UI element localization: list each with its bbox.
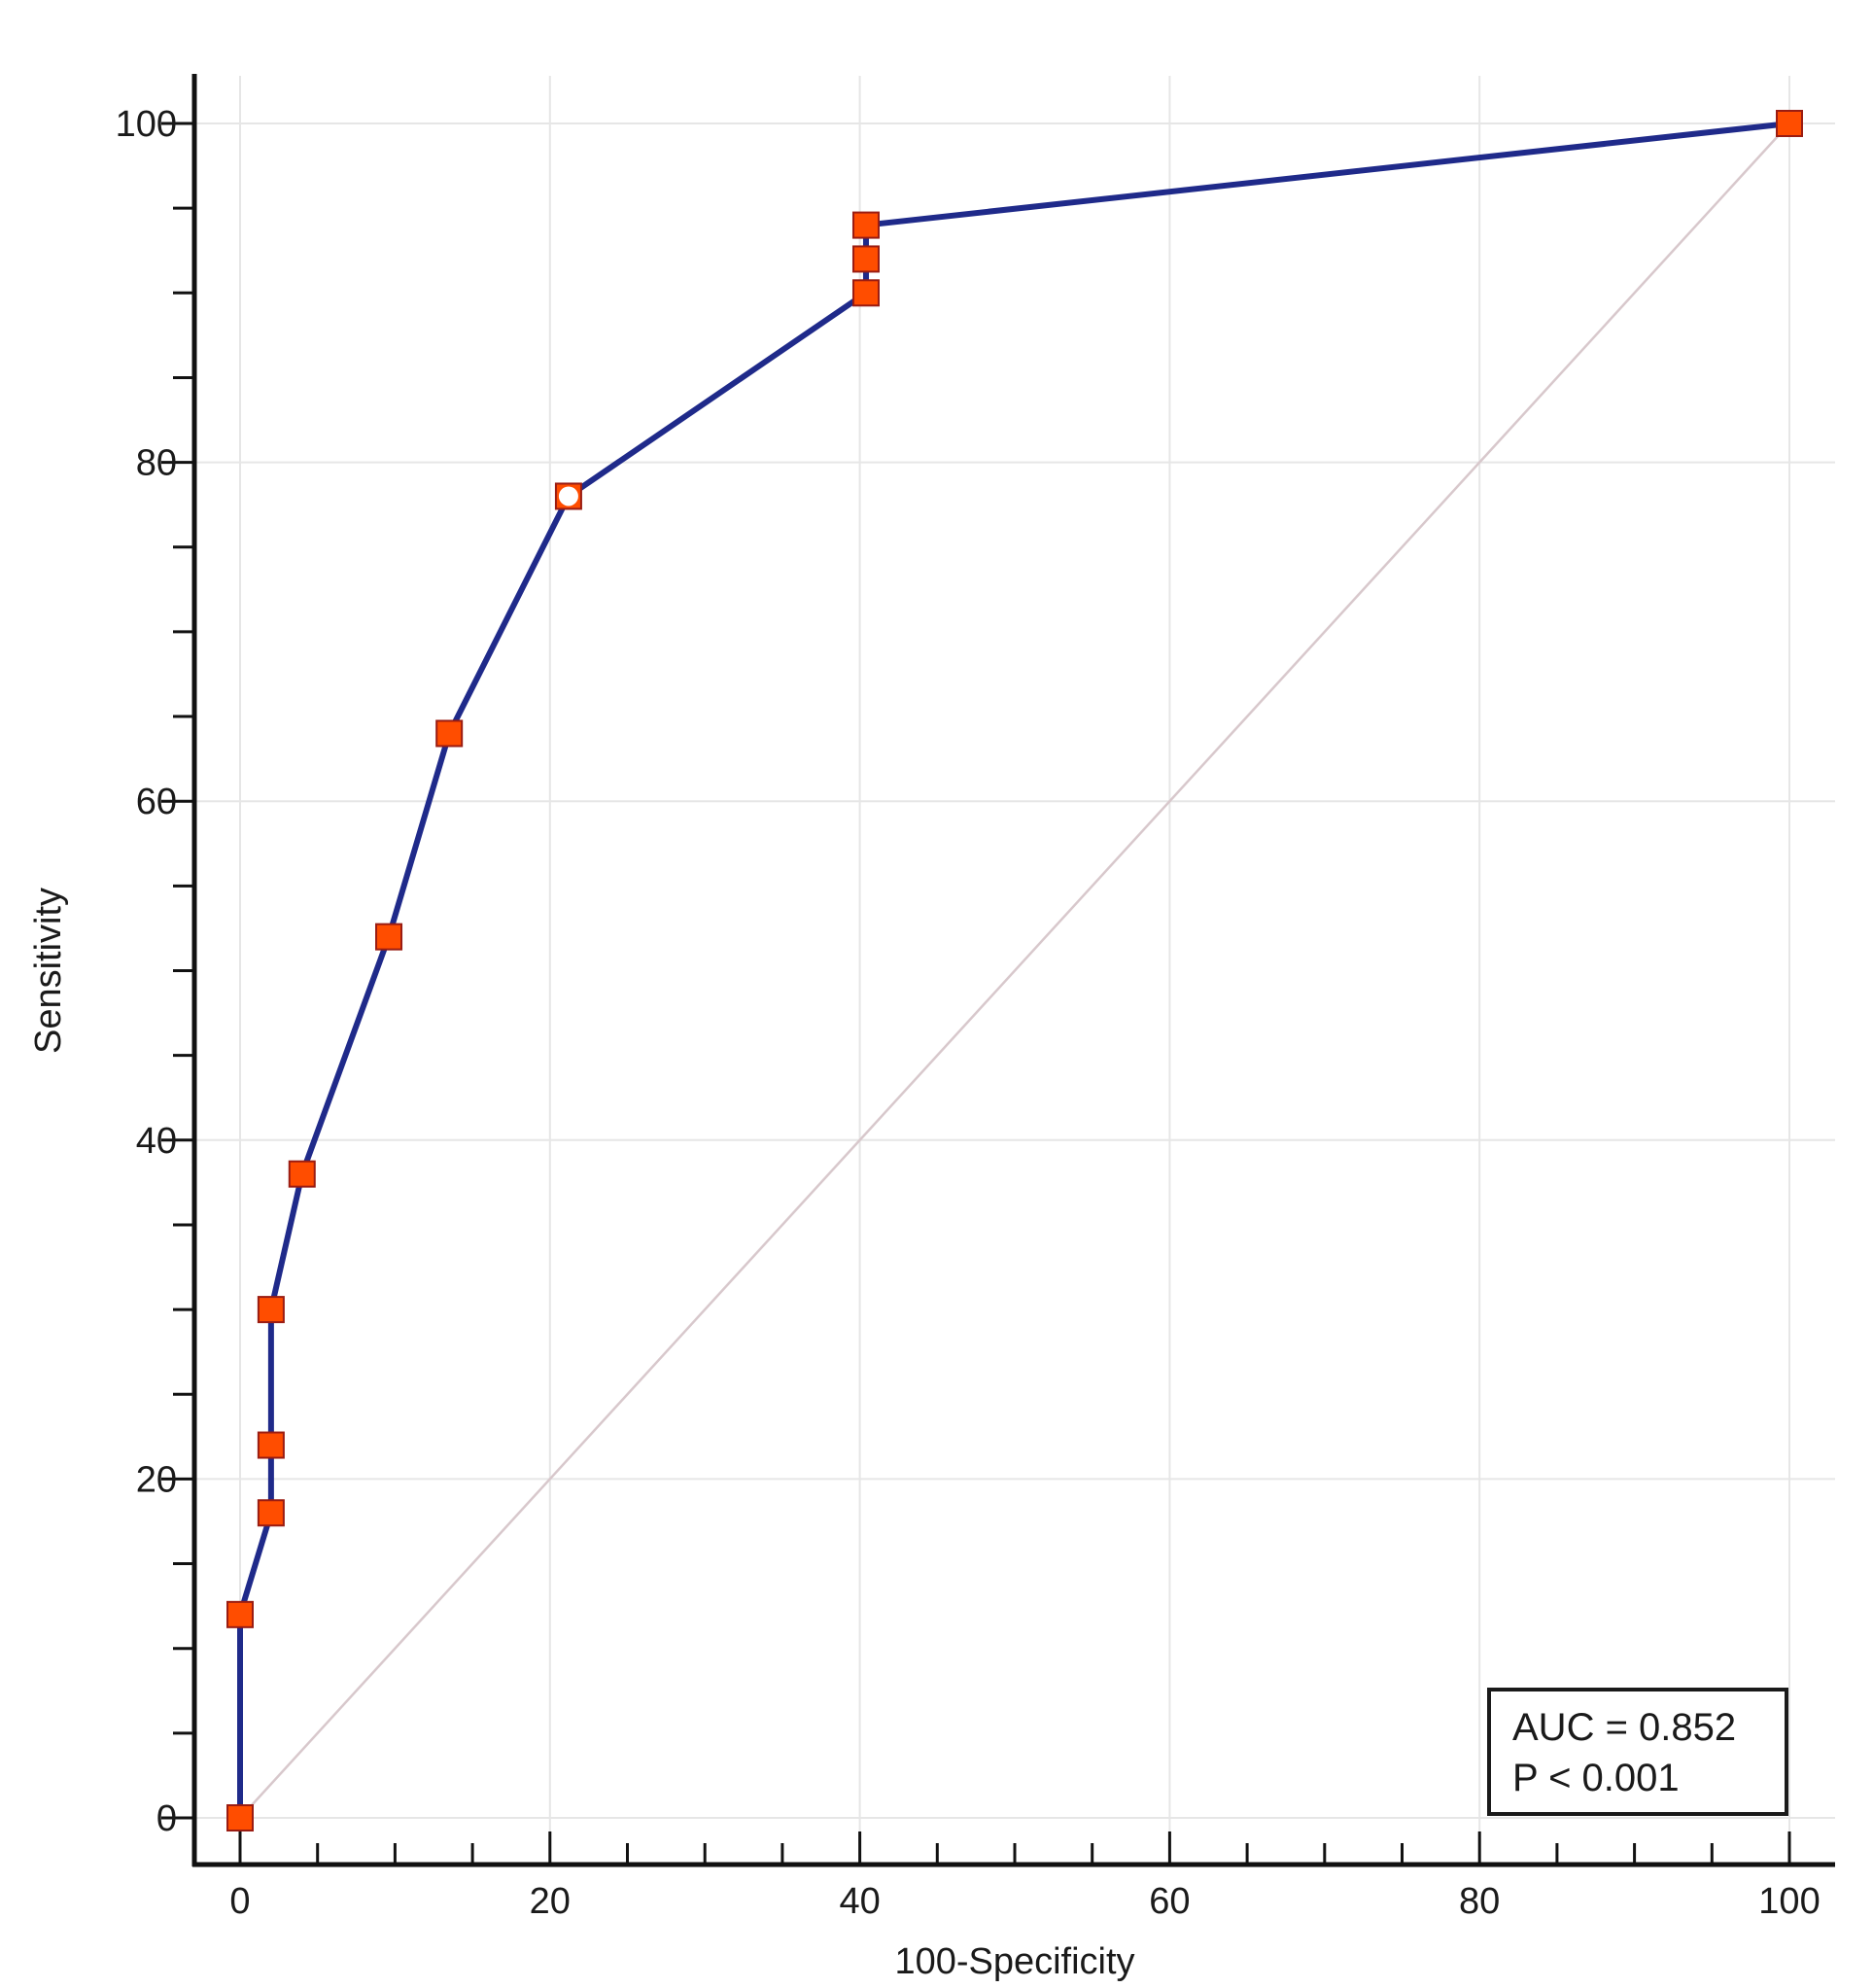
- data-point: [1776, 110, 1803, 137]
- x-tick-label: 0: [229, 1881, 250, 1922]
- data-point: [375, 923, 403, 951]
- x-tick-label: 100: [1758, 1881, 1820, 1922]
- data-point: [257, 1499, 285, 1527]
- data-point: [851, 245, 880, 273]
- data-point: [288, 1160, 316, 1188]
- auc-annotation-box: AUC = 0.852 P < 0.001: [1487, 1688, 1788, 1816]
- axis-ticks: 0 20 40 60 80 100 0 20 40 60 80 100: [116, 104, 1821, 1922]
- y-tick-label: 20: [136, 1459, 177, 1500]
- axis-labels: 100-Specificity Sensitivity: [28, 888, 1135, 1982]
- data-point: [435, 719, 464, 748]
- data-point: [257, 1431, 285, 1459]
- y-tick-label: 0: [156, 1798, 177, 1839]
- roc-series: [226, 110, 1803, 1831]
- data-point: [851, 279, 880, 307]
- y-tick-label: 40: [136, 1121, 177, 1162]
- x-tick-label: 40: [839, 1881, 880, 1922]
- y-tick-label: 60: [136, 782, 177, 822]
- x-tick-label: 80: [1459, 1881, 1500, 1922]
- x-axis-title: 100-Specificity: [894, 1941, 1134, 1982]
- data-point: [257, 1296, 285, 1324]
- optimal-cutoff-circle: [558, 486, 578, 506]
- data-point: [226, 1600, 254, 1628]
- data-point: [851, 211, 880, 239]
- annotation-auc: AUC = 0.852: [1512, 1706, 1736, 1749]
- annotation-p-value: P < 0.001: [1512, 1757, 1680, 1799]
- y-axis-title: Sensitivity: [28, 888, 69, 1054]
- reference-line: [239, 122, 1790, 1819]
- y-tick-label: 100: [116, 104, 177, 145]
- reference-diagonal-line: [239, 122, 1790, 1819]
- grid: [194, 76, 1835, 1865]
- x-tick-label: 60: [1149, 1881, 1190, 1922]
- data-point: [226, 1804, 254, 1831]
- x-tick-label: 20: [530, 1881, 571, 1922]
- annotation-frame: [1487, 1688, 1788, 1816]
- y-tick-label: 80: [136, 443, 177, 484]
